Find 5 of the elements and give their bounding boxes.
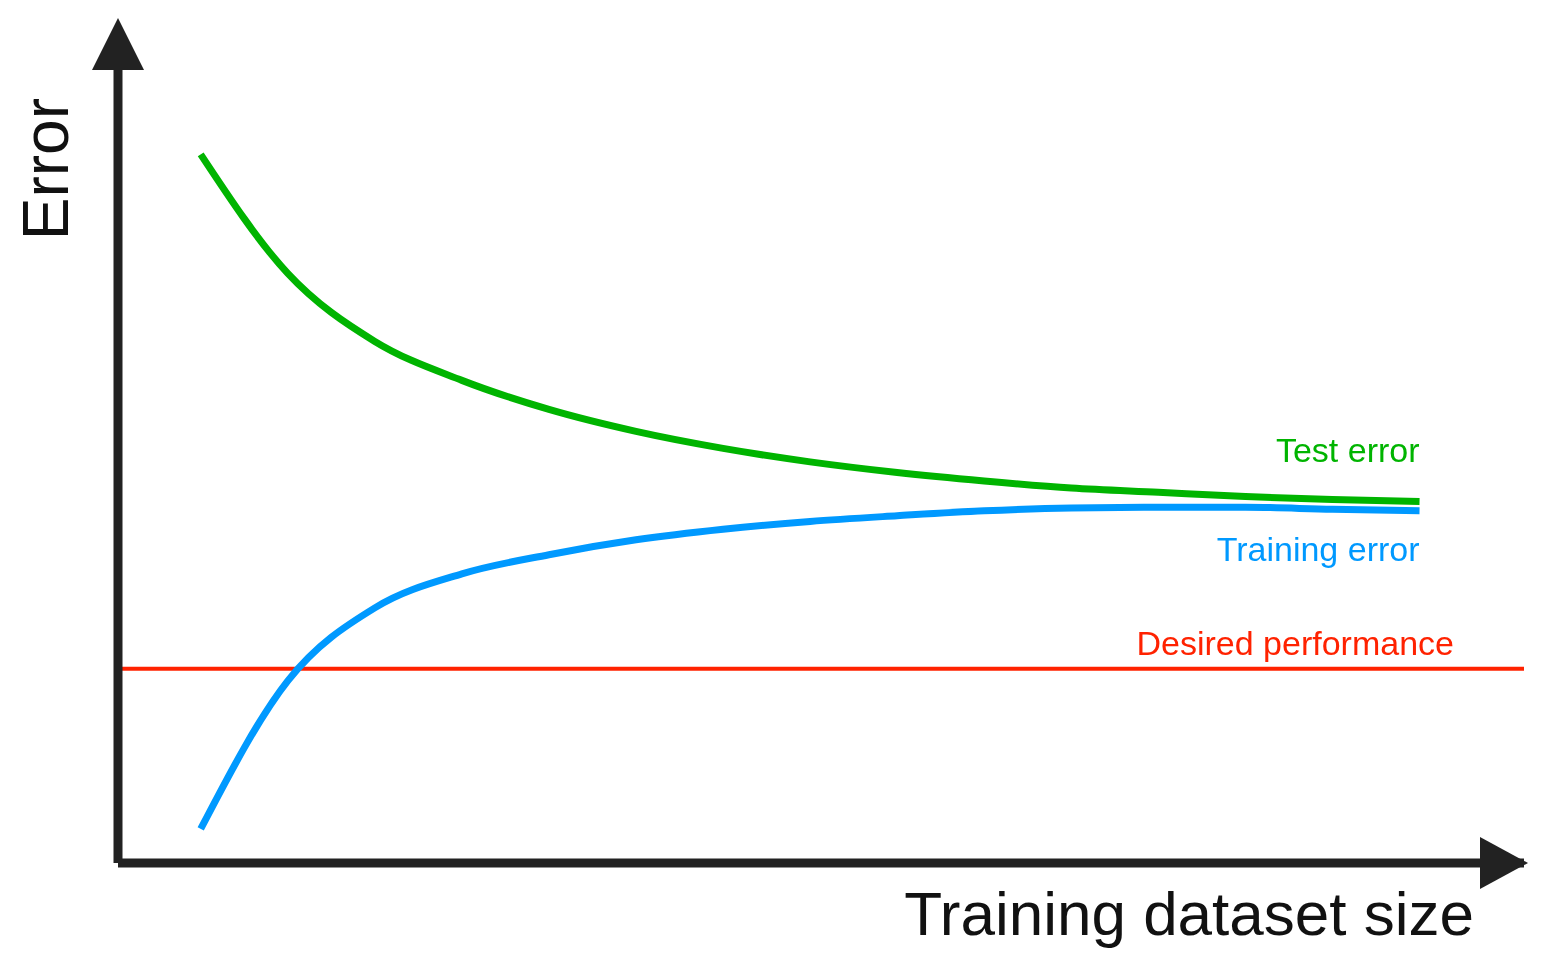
ref-line-label: Desired performance (1136, 623, 1454, 662)
series-label: Test error (1275, 430, 1420, 469)
y-axis-title: Error (10, 98, 82, 241)
series-label: Training error (1216, 529, 1420, 568)
x-axis-title: Training dataset size (904, 879, 1474, 948)
